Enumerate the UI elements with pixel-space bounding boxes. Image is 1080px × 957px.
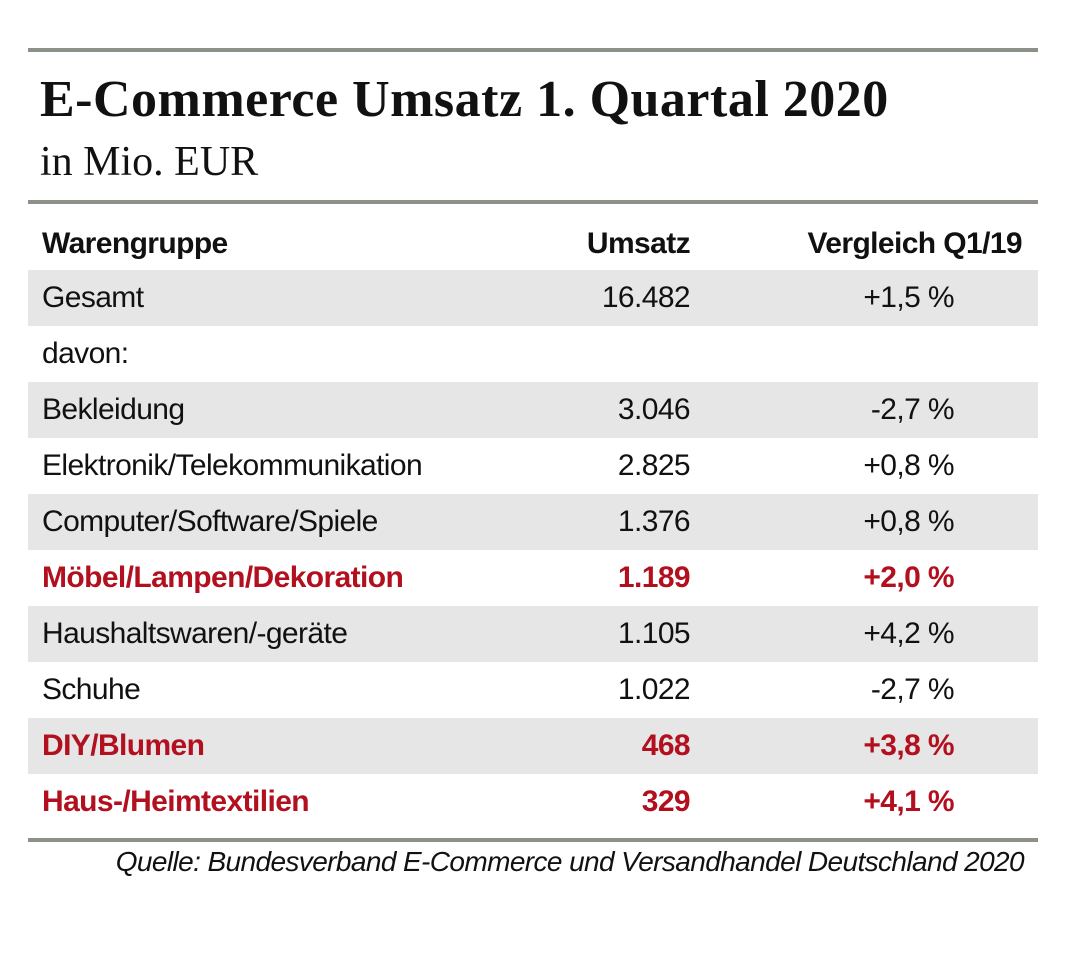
row-umsatz: 1.376 bbox=[617, 505, 691, 538]
row-label: Bekleidung bbox=[42, 393, 185, 426]
table-row: davon: bbox=[28, 326, 1038, 382]
source-note: Quelle: Bundesverband E-Commerce und Ver… bbox=[115, 846, 1025, 877]
row-vergleich: +4,1 % bbox=[863, 785, 954, 818]
row-vergleich: +1,5 % bbox=[863, 281, 954, 314]
row-umsatz: 1.022 bbox=[617, 673, 691, 706]
row-umsatz: 16.482 bbox=[601, 281, 691, 314]
row-umsatz: 1.189 bbox=[617, 561, 691, 594]
table-row: DIY/Blumen 468 +3,8 % bbox=[28, 718, 1038, 774]
row-vergleich: -2,7 % bbox=[870, 393, 955, 426]
row-label: Elektronik/Telekommunikation bbox=[42, 449, 423, 482]
row-umsatz: 1.105 bbox=[617, 617, 691, 650]
bottom-rule bbox=[28, 838, 1038, 842]
row-label: Gesamt bbox=[42, 281, 144, 314]
chart-subtitle: in Mio. EUR bbox=[40, 139, 259, 185]
row-label: Computer/Software/Spiele bbox=[42, 505, 378, 538]
row-umsatz: 468 bbox=[641, 729, 691, 762]
table-row: Möbel/Lampen/Dekoration 1.189 +2,0 % bbox=[28, 550, 1038, 606]
chart-title: E-Commerce Umsatz 1. Quartal 2020 bbox=[40, 71, 889, 128]
table-row: Haus-/Heimtextilien 329 +4,1 % bbox=[28, 774, 1038, 830]
top-rule bbox=[28, 48, 1038, 52]
table-row: Haushaltswaren/-geräte 1.105 +4,2 % bbox=[28, 606, 1038, 662]
column-header-umsatz: Umsatz bbox=[586, 227, 691, 260]
row-label: Haushaltswaren/-geräte bbox=[42, 617, 348, 650]
row-umsatz: 3.046 bbox=[617, 393, 691, 426]
row-umsatz: 2.825 bbox=[617, 449, 691, 482]
row-umsatz: 329 bbox=[641, 785, 691, 818]
table-row: Schuhe 1.022 -2,7 % bbox=[28, 662, 1038, 718]
row-vergleich: -2,7 % bbox=[870, 673, 955, 706]
table-row: Elektronik/Telekommunikation 2.825 +0,8 % bbox=[28, 438, 1038, 494]
row-vergleich: +0,8 % bbox=[863, 449, 954, 482]
table-row: Computer/Software/Spiele 1.376 +0,8 % bbox=[28, 494, 1038, 550]
row-label: Haus-/Heimtextilien bbox=[42, 785, 310, 818]
row-label: Schuhe bbox=[42, 673, 141, 706]
row-vergleich: +3,8 % bbox=[863, 729, 954, 762]
table-row: Bekleidung 3.046 -2,7 % bbox=[28, 382, 1038, 438]
row-vergleich: +2,0 % bbox=[863, 561, 954, 594]
table-row: Gesamt 16.482 +1,5 % bbox=[28, 270, 1038, 326]
table-header: Warengruppe Umsatz Vergleich Q1/19 bbox=[28, 216, 1038, 272]
row-label: Möbel/Lampen/Dekoration bbox=[42, 561, 404, 594]
row-label: DIY/Blumen bbox=[42, 729, 205, 762]
row-label: davon: bbox=[42, 337, 129, 370]
column-header-warengruppe: Warengruppe bbox=[42, 227, 228, 260]
header-rule bbox=[28, 200, 1038, 204]
column-header-vergleich: Vergleich Q1/19 bbox=[807, 227, 1023, 260]
row-vergleich: +4,2 % bbox=[863, 617, 954, 650]
row-vergleich: +0,8 % bbox=[863, 505, 954, 538]
